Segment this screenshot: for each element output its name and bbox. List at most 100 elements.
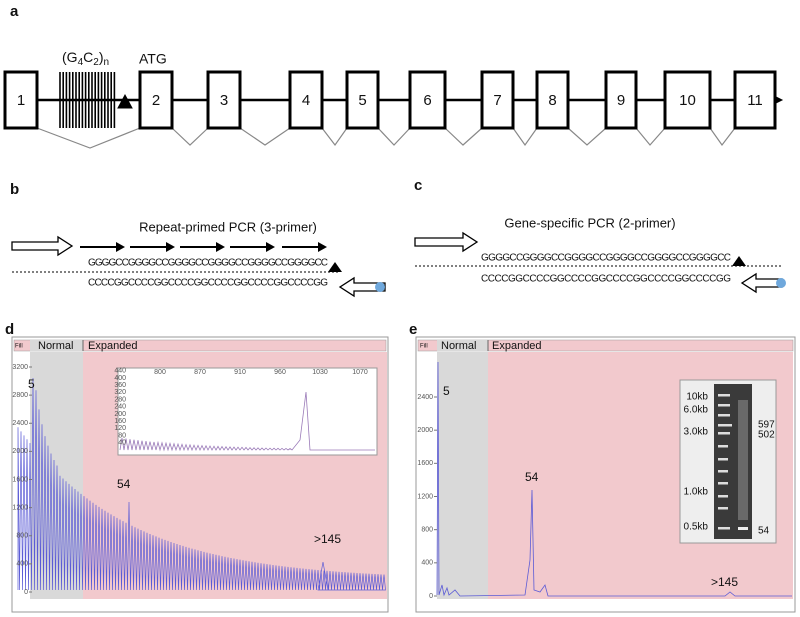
peak-label: >145	[711, 575, 738, 589]
exon-label: 6	[423, 92, 431, 109]
repeat-arrowhead	[116, 242, 125, 252]
traces	[17, 361, 792, 597]
band-label: 597	[758, 420, 775, 431]
inset-y-tick: 80	[118, 432, 126, 439]
repeat-label-part: n	[103, 57, 109, 68]
inset-y-tick: 440	[114, 368, 126, 375]
exon	[480, 70, 515, 130]
panel-label: b	[10, 181, 19, 198]
y-tick-label: 400	[421, 560, 433, 567]
y-tick-label: 2000	[12, 448, 28, 455]
gel-band	[718, 507, 728, 510]
y-tick-label: 2000	[417, 427, 433, 434]
gel-band	[718, 458, 728, 461]
repeat-arrowhead	[266, 242, 275, 252]
band-label: 502	[758, 430, 775, 441]
gel-band	[718, 495, 728, 498]
inset-y-tick: 120	[114, 425, 126, 432]
ladder-label: 6.0kb	[684, 405, 709, 416]
gel-band	[718, 414, 730, 417]
ladder-label: 3.0kb	[684, 427, 709, 438]
y-tick-label: 2400	[417, 394, 433, 401]
y-tick-label: 3200	[12, 364, 28, 371]
inset-y-tick: 280	[114, 396, 126, 403]
ladder-label: 10kb	[686, 392, 708, 403]
inset-trace	[119, 391, 375, 452]
y-tick-label: 1600	[12, 476, 28, 483]
peak-label: >145	[314, 532, 341, 546]
header-fill: Fill	[15, 344, 23, 350]
exon	[345, 70, 380, 130]
inset-y-tick: 320	[114, 389, 126, 396]
exon-label: 9	[617, 92, 625, 109]
repeat-label-part: (G	[62, 49, 78, 65]
band-label: 54	[758, 526, 770, 537]
y-tick-label: 1200	[12, 504, 28, 511]
exon-label: 2	[152, 92, 160, 109]
exon-label: 11	[747, 92, 763, 109]
exon	[138, 70, 174, 130]
exon	[663, 70, 712, 130]
gel-band	[718, 445, 728, 448]
atg-label: ATG	[139, 51, 167, 67]
repeat-arrowhead	[318, 242, 327, 252]
y-tick-label: 800	[421, 527, 433, 534]
repeat-label-part: 4	[78, 57, 84, 68]
exon-label: 7	[493, 92, 501, 109]
exon	[206, 70, 242, 130]
gel-band	[718, 432, 730, 435]
exon	[535, 70, 570, 130]
panel-label: c	[414, 177, 422, 194]
inset-x-tick: 960	[274, 369, 286, 376]
peak-label: 5	[28, 377, 35, 391]
repeat-stripes	[59, 72, 116, 128]
repeat-label: (G4C2)n	[62, 49, 109, 68]
inset-x-tick: 1030	[312, 369, 328, 376]
y-tick-label: 0	[24, 589, 28, 596]
panel-label: d	[5, 321, 14, 338]
ladder-label: 0.5kb	[684, 522, 709, 533]
electropherogram-frames	[11, 336, 796, 613]
gel-band	[718, 424, 732, 427]
exon-label: 3	[220, 92, 228, 109]
inset-y-tick: 400	[114, 375, 126, 382]
inset-x-tick: 870	[194, 369, 206, 376]
repeat-label-part: C	[83, 49, 93, 65]
y-tick-label: 1200	[417, 493, 433, 500]
y-tick-label: 0	[429, 593, 433, 600]
inset-y-tick: 160	[114, 418, 126, 425]
panel-title: Gene-specific PCR (2-primer)	[504, 215, 675, 230]
repeat-primer-arrows	[80, 242, 327, 252]
gel-band	[718, 482, 728, 485]
y-tick-label: 1600	[417, 460, 433, 467]
header-fill: Fill	[420, 344, 428, 350]
inset-x-tick: 1070	[352, 369, 368, 376]
y-tick-label: 2400	[12, 420, 28, 427]
inset-y-tick: 240	[114, 404, 126, 411]
gel-band	[718, 527, 730, 530]
repeat-label-part: 2	[93, 57, 99, 68]
exon-label: 1	[17, 92, 25, 109]
sequence: CCCCGGCCCCGGCCCCGGCCCCGGCCCCGGCCCCGG	[88, 278, 328, 289]
repeat-arrowhead	[166, 242, 175, 252]
exon-label: 4	[302, 92, 310, 109]
gel-band	[718, 404, 730, 407]
sequence: GGGGCCGGGGCCGGGGCCGGGGCCGGGGCCGGGGCC	[88, 258, 328, 269]
gel-lane	[738, 400, 748, 520]
primer-arrows	[11, 231, 783, 298]
header-normal: Normal	[38, 340, 73, 352]
sequence: CCCCGGCCCCGGCCCCGGCCCCGGCCCCGGCCCCGG	[481, 274, 731, 285]
exon	[604, 70, 638, 130]
sequence: GGGGCCGGGGCCGGGGCCGGGGCCGGGGCCGGGGCC	[481, 253, 731, 264]
peak-label: 54	[117, 477, 131, 491]
inset-x-tick: 800	[154, 369, 166, 376]
panel-title: Repeat-primed PCR (3-primer)	[139, 219, 317, 234]
inset-y-tick: 360	[114, 382, 126, 389]
repeat-label-part: )	[99, 49, 104, 65]
panel-label: e	[409, 321, 417, 338]
peak-label: 54	[525, 470, 539, 484]
gel-band	[738, 527, 748, 530]
inset-y-tick: 200	[114, 411, 126, 418]
